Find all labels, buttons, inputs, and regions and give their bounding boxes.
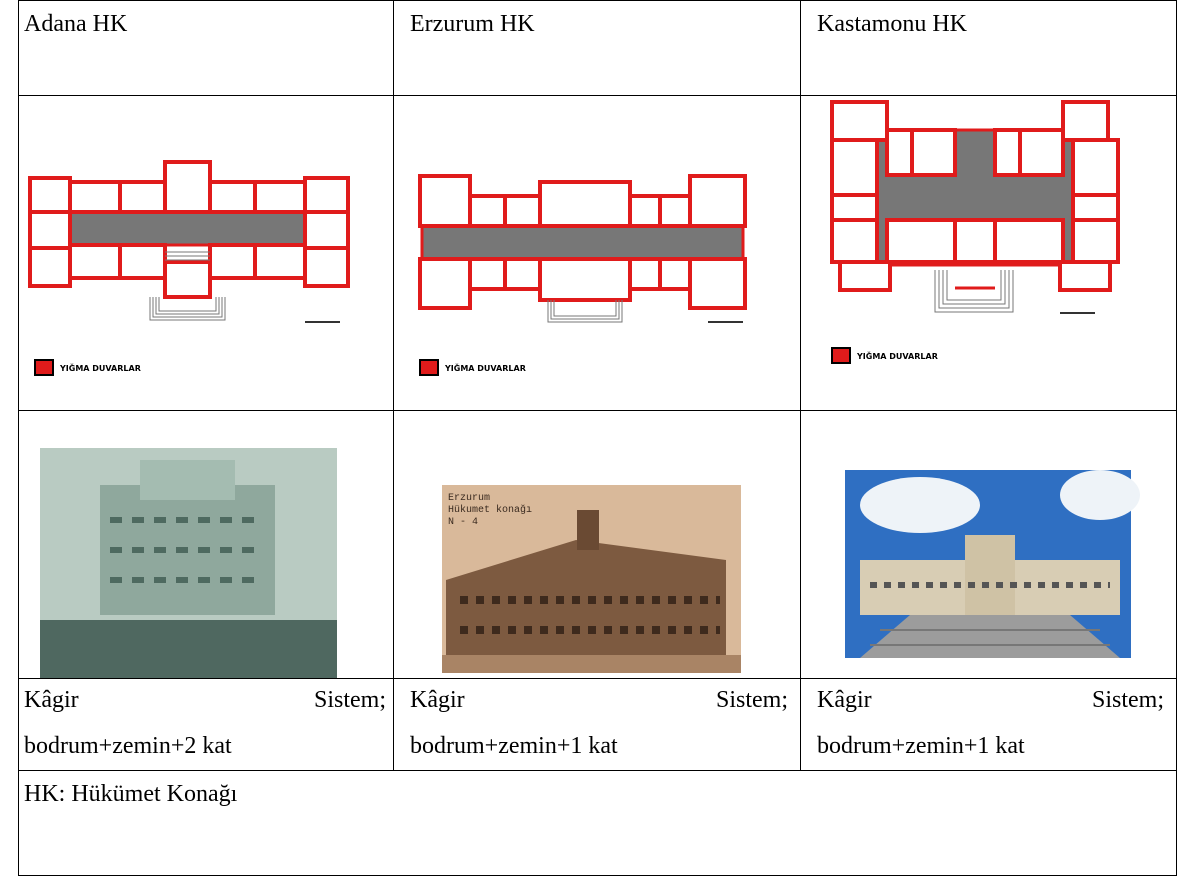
description-line: bodrum+zemin+2 kat: [24, 733, 232, 759]
description-line: bodrum+zemin+1 kat: [410, 733, 618, 759]
photo-text: Erzurum: [448, 493, 490, 504]
photo-text: N - 4: [448, 517, 478, 528]
footnote: HK: Hükümet Konağı: [24, 781, 238, 807]
cell: [18, 770, 1177, 876]
floor-plan: [418, 174, 747, 376]
column-header: Adana HK: [24, 11, 128, 37]
photo: [40, 448, 337, 678]
description-line: Kâgir Sistem;: [410, 687, 788, 713]
description-line: Kâgir Sistem;: [817, 687, 1164, 713]
legend-label: YIĞMA DUVARLAR: [59, 362, 141, 373]
legend-label: YIĞMA DUVARLAR: [856, 350, 938, 361]
photo: [845, 470, 1140, 658]
photo: Erzurum Hükumet konağı N - 4: [442, 485, 741, 673]
column-header: Kastamonu HK: [817, 11, 967, 37]
description-line: Kâgir Sistem;: [24, 687, 386, 713]
column-header: Erzurum HK: [410, 11, 535, 37]
legend-label: YIĞMA DUVARLAR: [444, 362, 526, 373]
floor-plan: [28, 160, 350, 376]
floor-plan: [830, 100, 1120, 364]
description-line: bodrum+zemin+1 kat: [817, 733, 1025, 759]
photo-text: Hükumet konağı: [448, 504, 532, 516]
